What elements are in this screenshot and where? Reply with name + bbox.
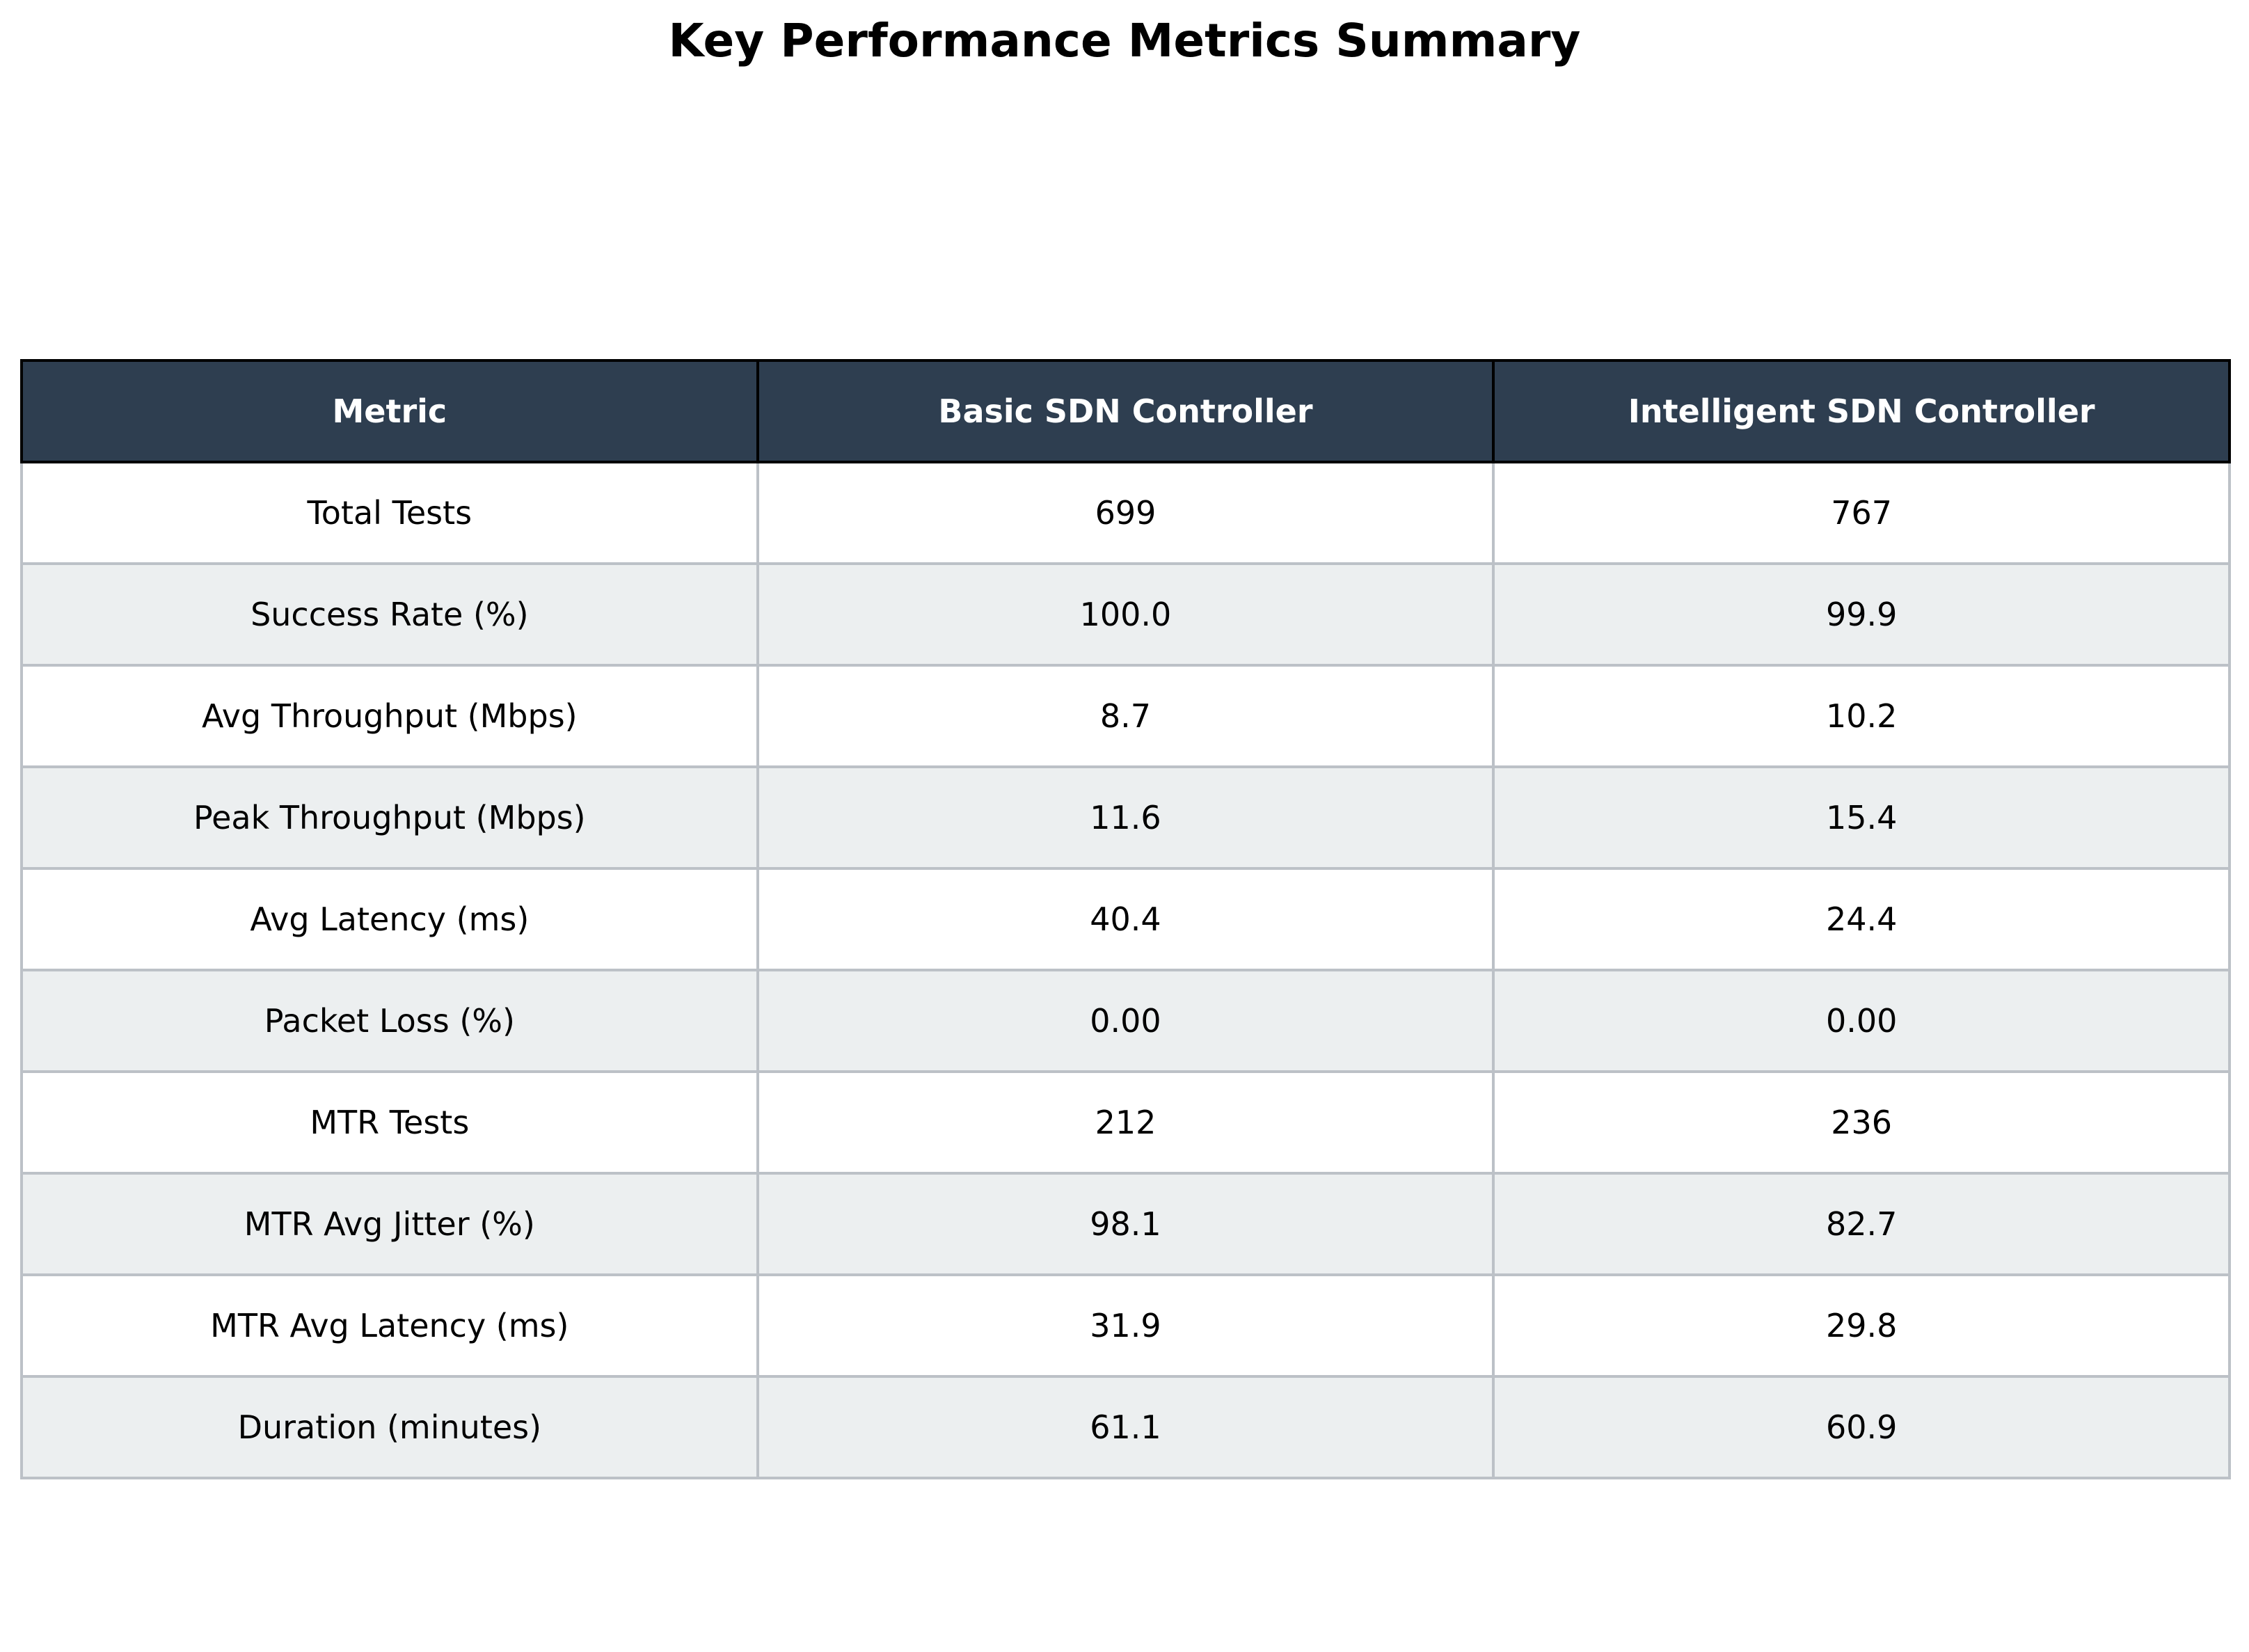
metric-cell: MTR Avg Latency (ms) xyxy=(20,1273,759,1378)
basic-value-cell: 40.4 xyxy=(756,867,1495,971)
metric-cell: Total Tests xyxy=(20,461,759,565)
table-row: MTR Avg Latency (ms) 31.9 29.8 xyxy=(20,1273,2231,1378)
column-header-metric: Metric xyxy=(20,359,759,463)
intelligent-value-cell: 10.2 xyxy=(1492,664,2231,768)
intelligent-value-cell: 15.4 xyxy=(1492,765,2231,870)
metric-cell: Peak Throughput (Mbps) xyxy=(20,765,759,870)
intelligent-value-cell: 767 xyxy=(1492,461,2231,565)
table-row: MTR Avg Jitter (%) 98.1 82.7 xyxy=(20,1172,2231,1276)
table-row: Peak Throughput (Mbps) 11.6 15.4 xyxy=(20,765,2231,870)
metric-cell: Success Rate (%) xyxy=(20,562,759,667)
intelligent-value-cell: 82.7 xyxy=(1492,1172,2231,1276)
table-row: Avg Latency (ms) 40.4 24.4 xyxy=(20,867,2231,971)
intelligent-value-cell: 236 xyxy=(1492,1070,2231,1175)
metric-cell: Duration (minutes) xyxy=(20,1375,759,1479)
header-row: Metric Basic SDN Controller Intelligent … xyxy=(20,359,2231,463)
table-row: Duration (minutes) 61.1 60.9 xyxy=(20,1375,2231,1479)
column-header-basic-controller: Basic SDN Controller xyxy=(756,359,1495,463)
table-row: Total Tests 699 767 xyxy=(20,461,2231,565)
table-row: Avg Throughput (Mbps) 8.7 10.2 xyxy=(20,664,2231,768)
table-row: Packet Loss (%) 0.00 0.00 xyxy=(20,969,2231,1073)
intelligent-value-cell: 60.9 xyxy=(1492,1375,2231,1479)
metric-cell: MTR Avg Jitter (%) xyxy=(20,1172,759,1276)
metrics-table: Metric Basic SDN Controller Intelligent … xyxy=(20,359,2231,1479)
metric-cell: Avg Throughput (Mbps) xyxy=(20,664,759,768)
basic-value-cell: 0.00 xyxy=(756,969,1495,1073)
basic-value-cell: 212 xyxy=(756,1070,1495,1175)
intelligent-value-cell: 0.00 xyxy=(1492,969,2231,1073)
basic-value-cell: 8.7 xyxy=(756,664,1495,768)
table-row: MTR Tests 212 236 xyxy=(20,1070,2231,1175)
intelligent-value-cell: 24.4 xyxy=(1492,867,2231,971)
chart-title: Key Performance Metrics Summary xyxy=(668,14,1581,67)
basic-value-cell: 699 xyxy=(756,461,1495,565)
metric-cell: Packet Loss (%) xyxy=(20,969,759,1073)
metric-cell: Avg Latency (ms) xyxy=(20,867,759,971)
column-header-intelligent-controller: Intelligent SDN Controller xyxy=(1492,359,2231,463)
basic-value-cell: 31.9 xyxy=(756,1273,1495,1378)
basic-value-cell: 11.6 xyxy=(756,765,1495,870)
table-row: Success Rate (%) 100.0 99.9 xyxy=(20,562,2231,667)
intelligent-value-cell: 29.8 xyxy=(1492,1273,2231,1378)
metric-cell: MTR Tests xyxy=(20,1070,759,1175)
basic-value-cell: 61.1 xyxy=(756,1375,1495,1479)
basic-value-cell: 100.0 xyxy=(756,562,1495,667)
intelligent-value-cell: 99.9 xyxy=(1492,562,2231,667)
basic-value-cell: 98.1 xyxy=(756,1172,1495,1276)
